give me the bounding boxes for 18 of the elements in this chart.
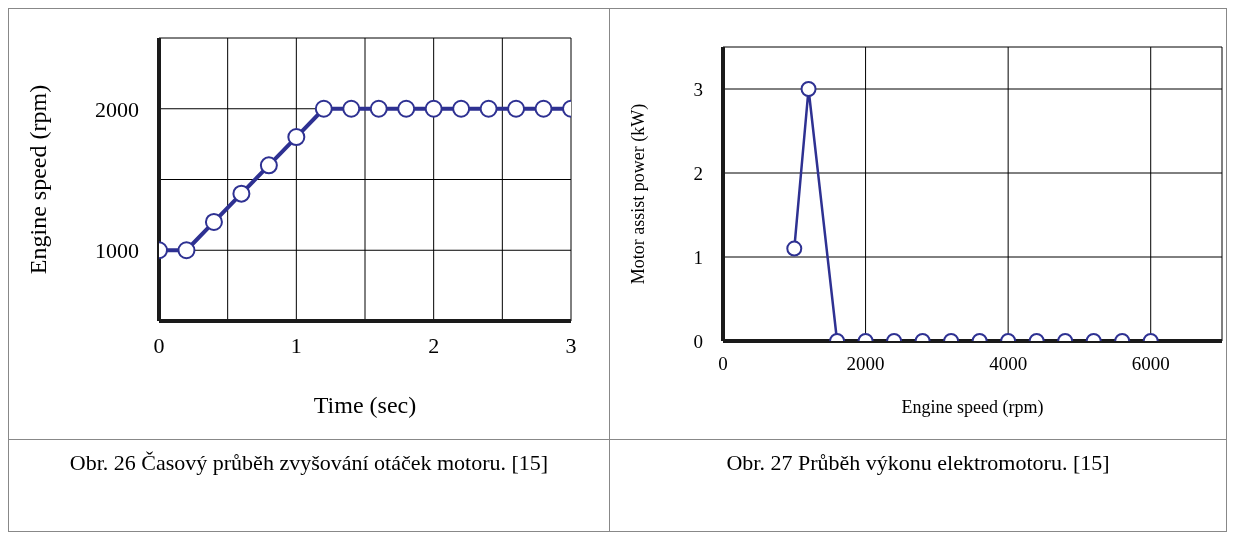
y-axis-title: Motor assist power (kW) (628, 103, 650, 285)
y-tick-label: 1000 (95, 238, 139, 264)
x-tick-label: 2000 (846, 353, 885, 375)
text: Obr. 27 Průběh výkonu elektromotoru. [15] (725, 450, 1111, 476)
y-tick-label: 2 (693, 162, 703, 184)
y-tick-label: 3 (693, 78, 703, 100)
x-tick-label: 1 (290, 332, 302, 358)
x-tick-label: 2 (428, 332, 440, 358)
x-axis-title: Engine speed (rpm) (901, 397, 1044, 418)
x-axis-title: Time (sec) (313, 392, 417, 418)
text: Obr. 26 Časový průběh zvyšování otáček motoru. [15] (68, 450, 550, 476)
y-axis-title: Engine speed (rpm) (24, 84, 51, 275)
x-tick-label: 6000 (1131, 353, 1170, 375)
x-tick-label: 0 (718, 353, 728, 375)
x-tick-label: 3 (565, 332, 577, 358)
x-tick-label: 4000 (989, 353, 1028, 375)
x-tick-label: 0 (153, 332, 165, 358)
y-tick-label: 1 (693, 246, 703, 268)
